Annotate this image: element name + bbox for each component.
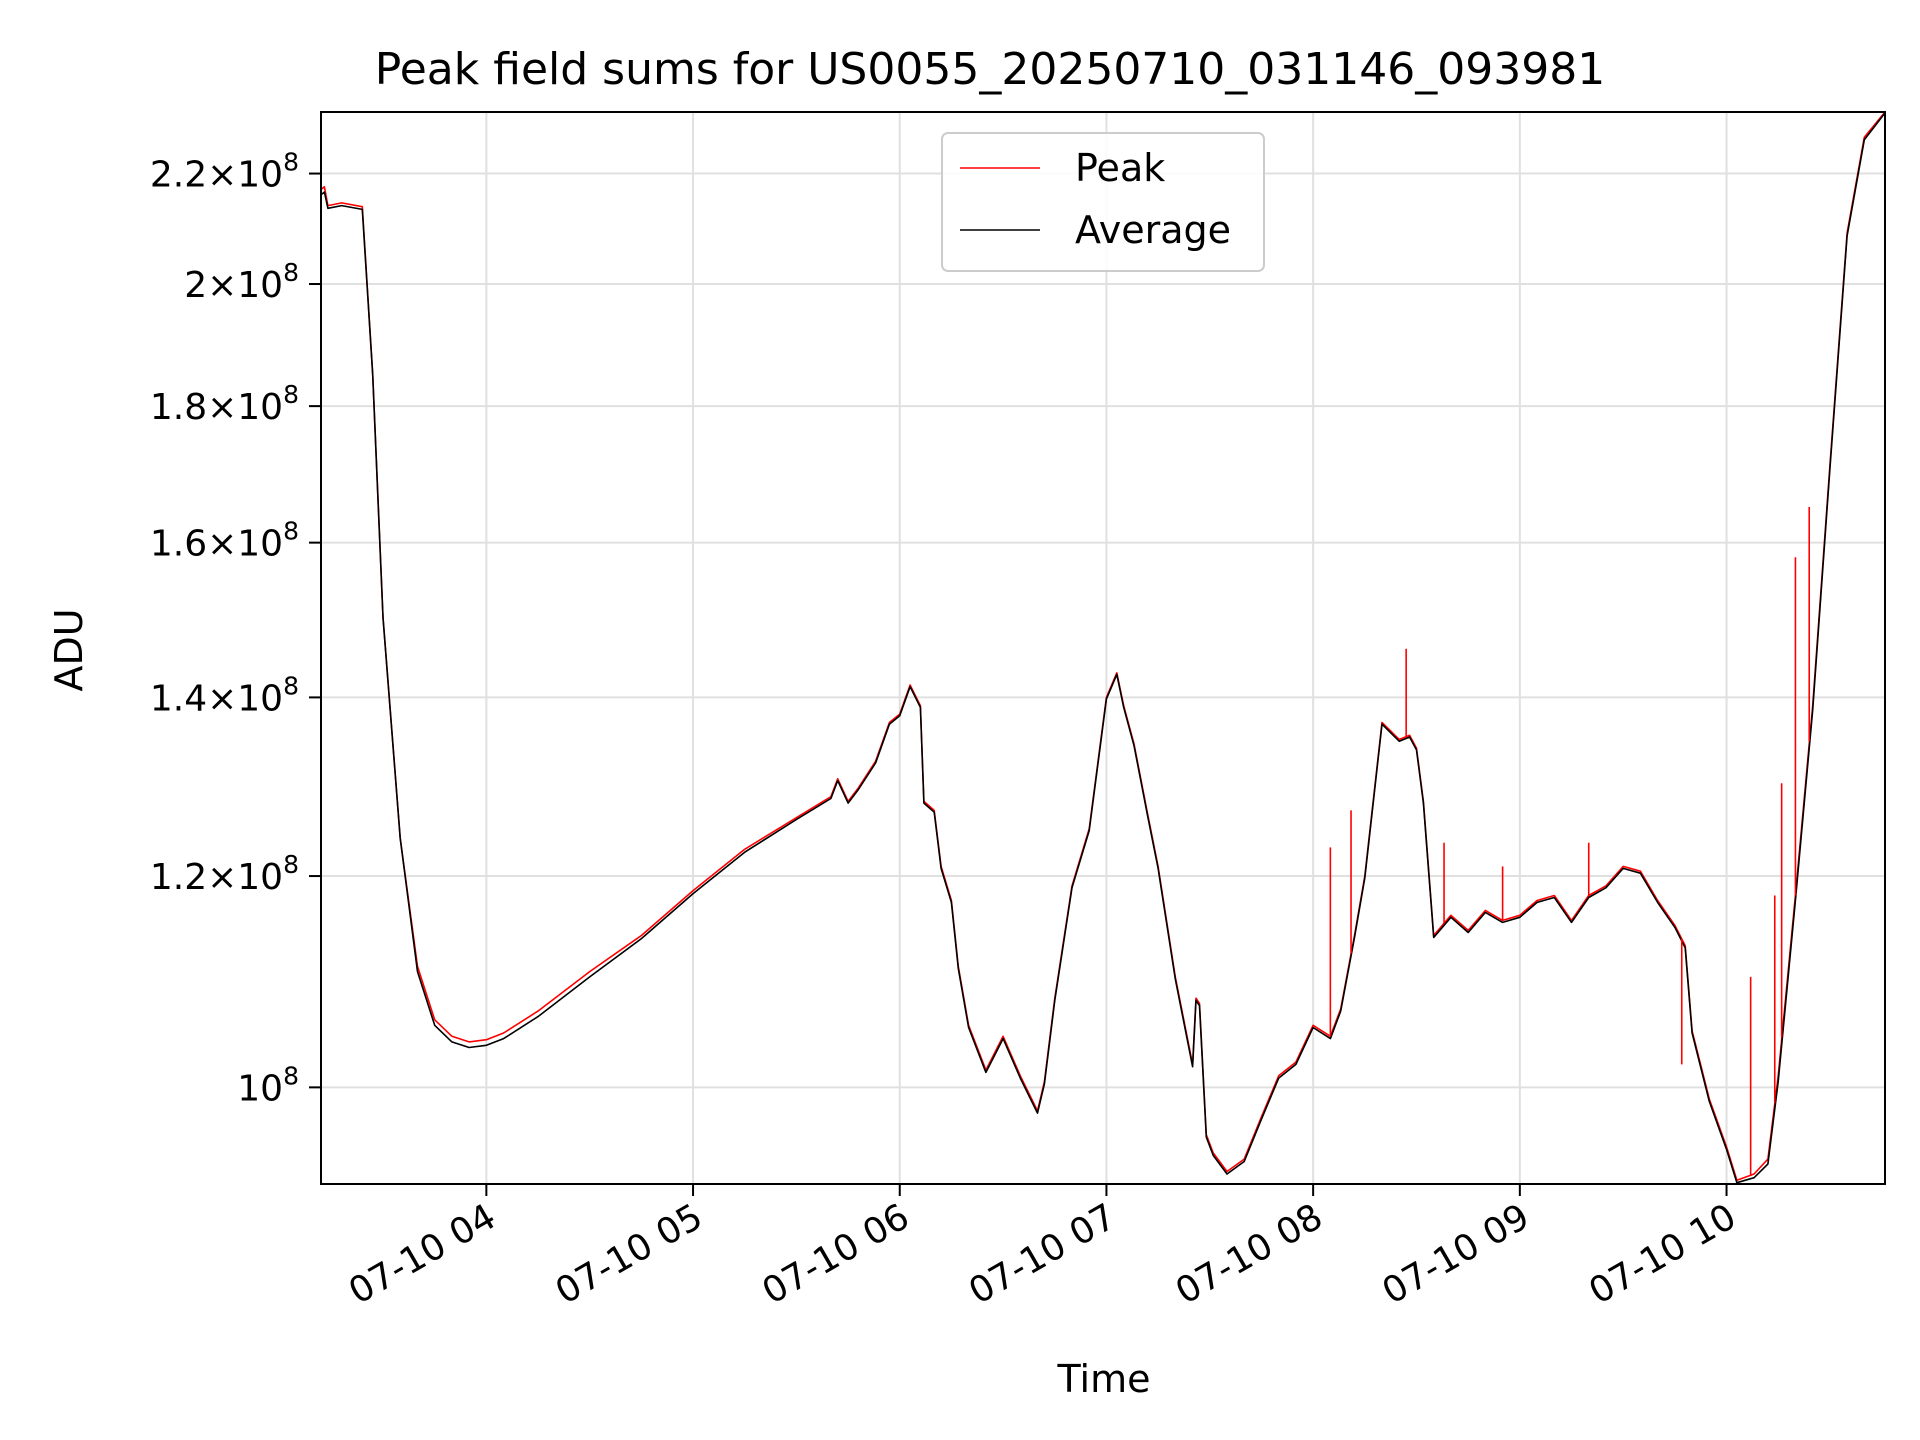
y-tick-label: 1.6×108 (150, 517, 299, 565)
series-layer (321, 112, 1885, 1184)
y-axis-label: ADU (47, 608, 91, 691)
y-tick-label: 1.8×108 (150, 380, 299, 428)
series-line-average (321, 112, 1885, 1184)
y-tick-label: 2×108 (184, 258, 299, 306)
y-tick-label: 1.4×108 (150, 671, 299, 719)
y-tick-label: 1.2×108 (150, 850, 299, 898)
legend-average-label: Average (1075, 208, 1231, 252)
chart-title: Peak field sums for US0055_20250710_0311… (375, 44, 1605, 95)
y-tick-label: 2.2×108 (150, 148, 299, 196)
x-axis-label: Time (1057, 1357, 1151, 1401)
legend: Peak Average (941, 132, 1265, 272)
axes-frame (320, 111, 1886, 1185)
legend-peak-label: Peak (1075, 146, 1165, 190)
